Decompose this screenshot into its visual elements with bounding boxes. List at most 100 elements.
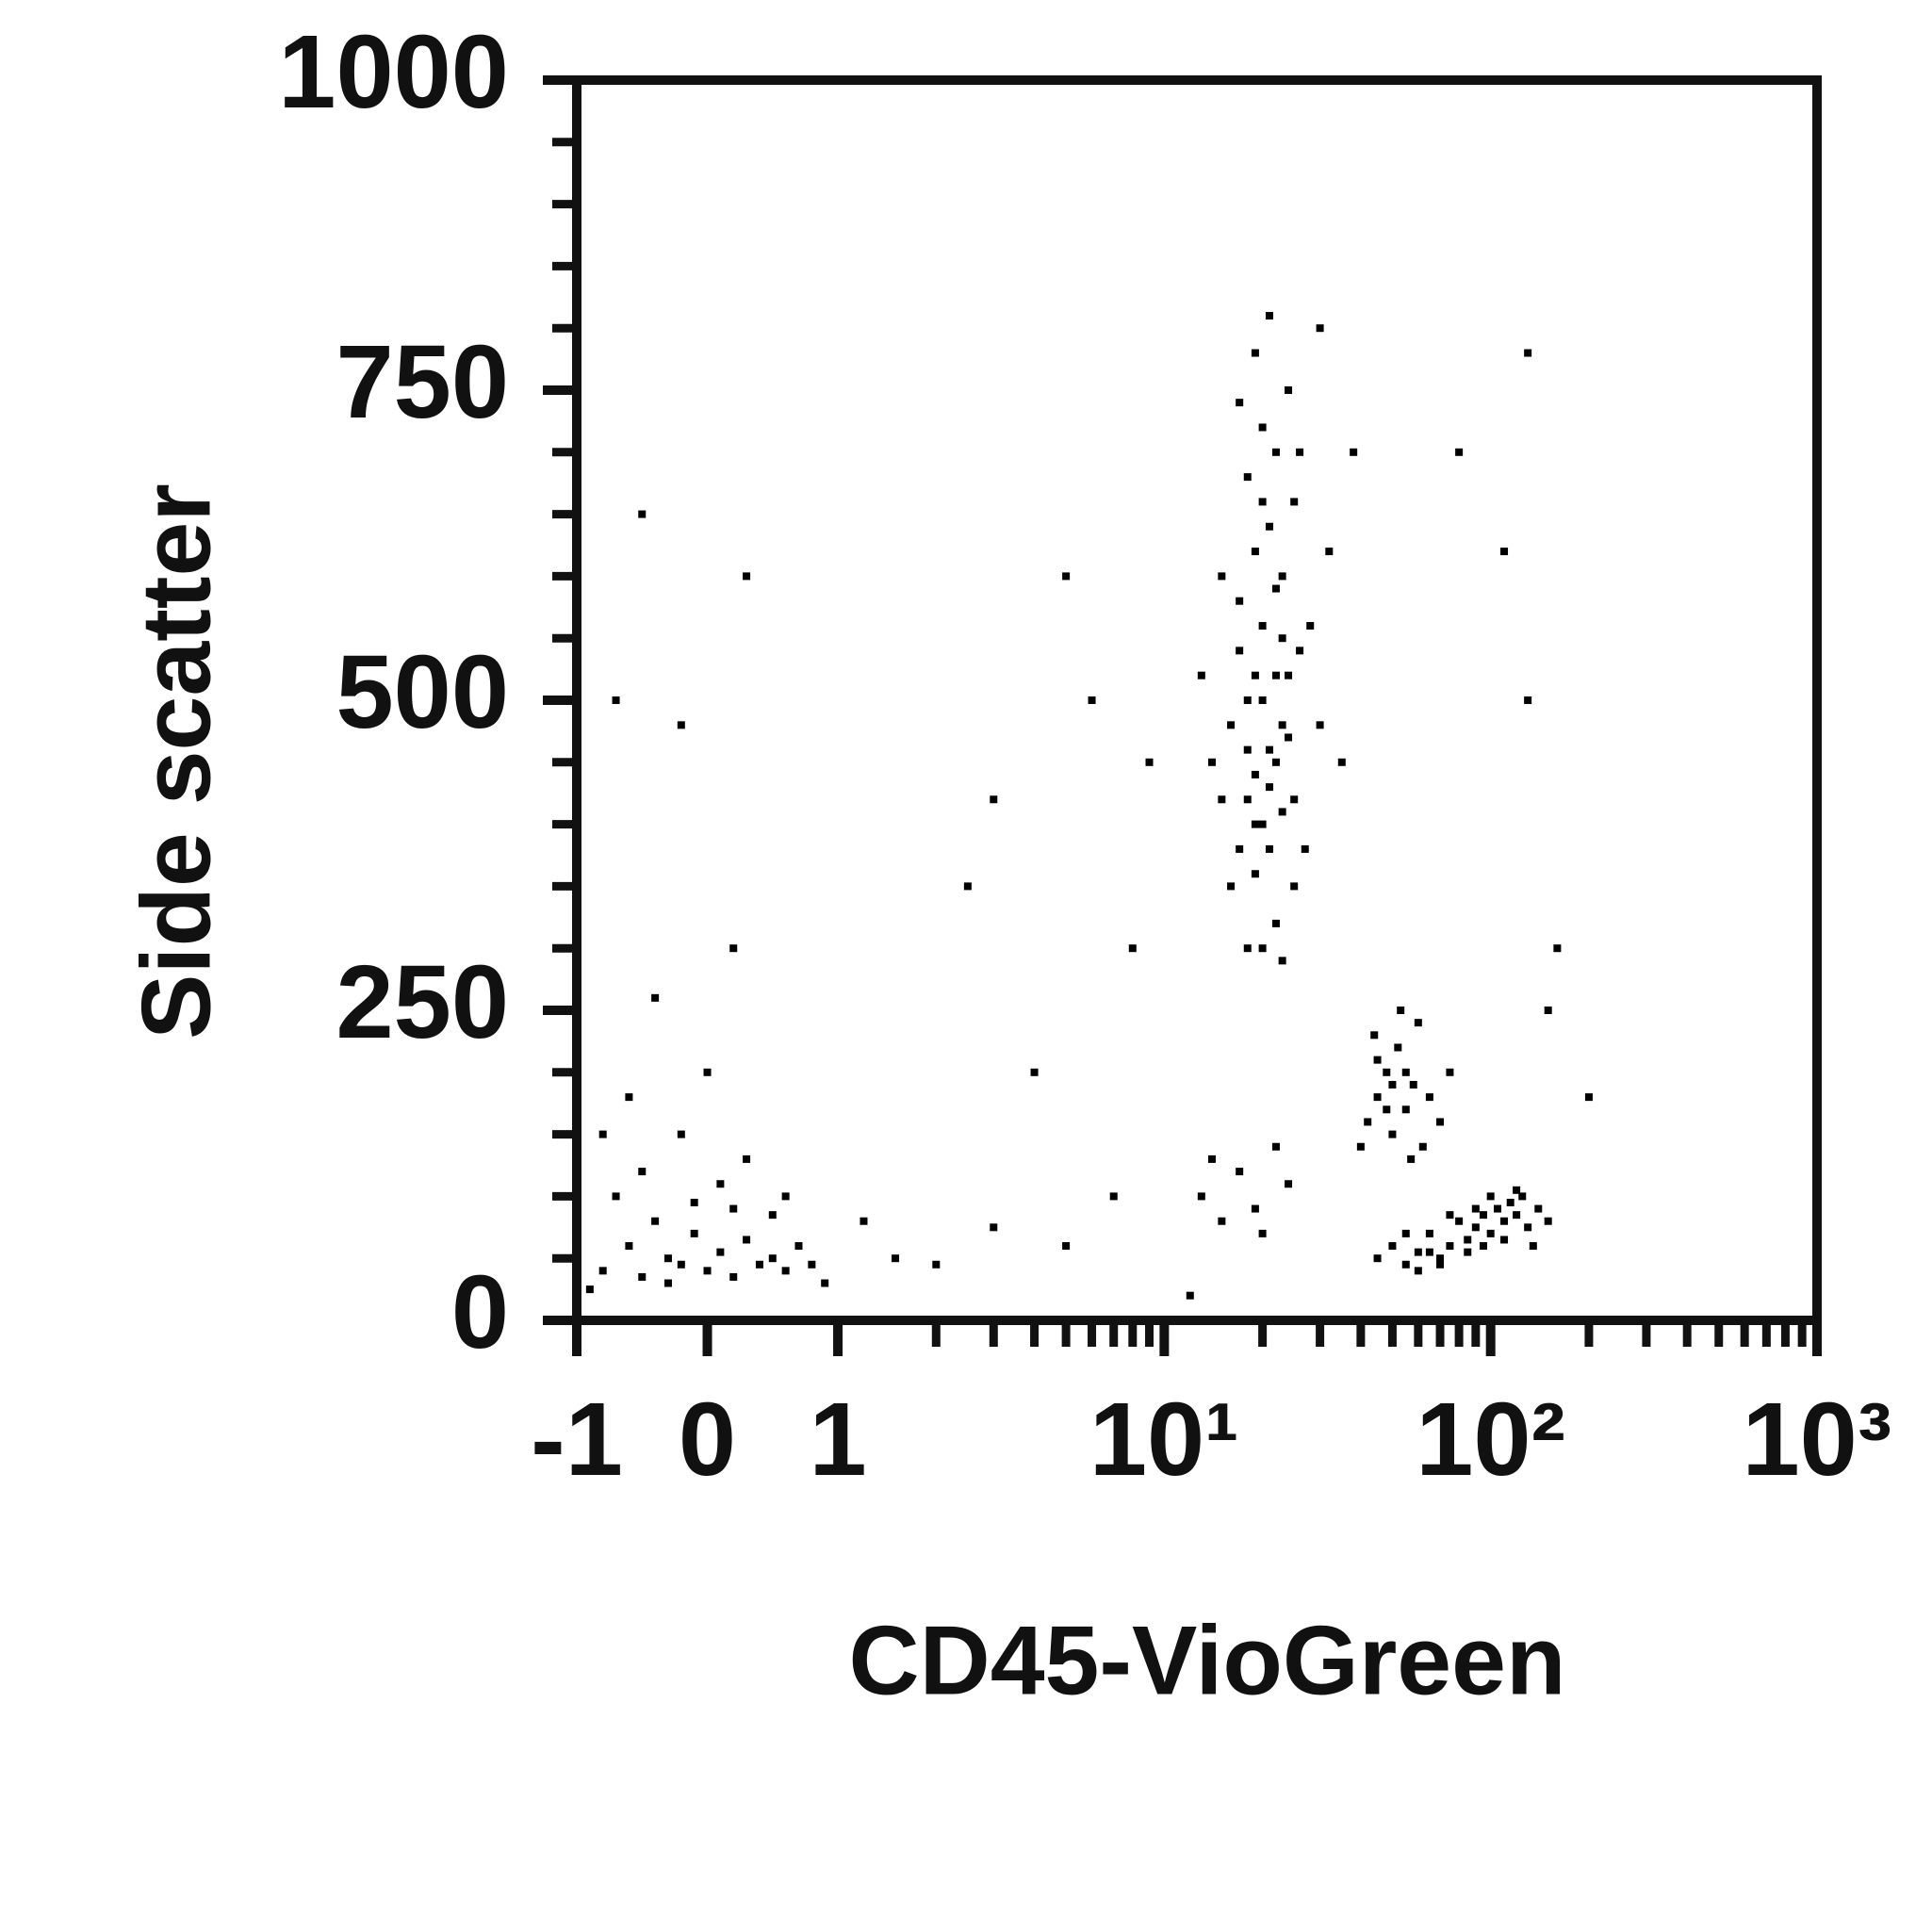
point <box>690 1229 698 1237</box>
point <box>1584 1093 1593 1102</box>
point <box>1436 1118 1445 1126</box>
point <box>1401 1105 1410 1114</box>
point <box>1529 1242 1537 1251</box>
y-tick-label: 250 <box>336 944 509 1060</box>
point <box>1446 1211 1454 1220</box>
point <box>1218 572 1226 581</box>
x-tick-label: 10³ <box>1743 1382 1892 1498</box>
point <box>1479 1211 1487 1220</box>
point <box>1383 1105 1391 1114</box>
point <box>860 1217 868 1225</box>
point <box>1316 721 1324 729</box>
point <box>1350 448 1358 456</box>
point <box>1414 1267 1422 1275</box>
point <box>1409 1080 1417 1089</box>
point <box>729 1204 738 1213</box>
point <box>1401 1260 1410 1269</box>
point <box>1278 572 1286 581</box>
point <box>1325 548 1334 556</box>
point <box>663 1254 672 1263</box>
point <box>1370 1031 1379 1040</box>
point <box>651 1217 660 1225</box>
point <box>1513 1211 1521 1220</box>
point <box>1145 758 1154 766</box>
x-tick-label: 1 <box>809 1382 866 1498</box>
point <box>892 1254 900 1263</box>
point <box>1534 1204 1543 1213</box>
point <box>1243 696 1252 704</box>
y-tick-label: 750 <box>336 324 509 440</box>
point <box>1243 944 1252 953</box>
point <box>1278 721 1286 729</box>
point <box>743 572 751 581</box>
y-tick-label: 500 <box>336 634 509 750</box>
point <box>1258 498 1267 506</box>
point <box>598 1130 607 1138</box>
point <box>1285 386 1293 394</box>
point <box>781 1192 790 1201</box>
point <box>612 696 620 704</box>
point <box>1265 745 1273 754</box>
x-tick-label: 10¹ <box>1089 1382 1239 1498</box>
point <box>755 1260 763 1269</box>
point <box>1271 584 1280 593</box>
point <box>1243 745 1252 754</box>
x-axis-title: CD45-VioGreen <box>848 1606 1565 1715</box>
point <box>729 1272 738 1281</box>
point <box>1109 1192 1118 1201</box>
point <box>1258 1229 1267 1237</box>
point <box>1364 1118 1372 1126</box>
point <box>703 1068 712 1076</box>
point <box>1464 1248 1472 1256</box>
point <box>1296 647 1304 655</box>
point <box>1316 324 1324 333</box>
point <box>651 993 660 1002</box>
point <box>1296 448 1304 456</box>
point <box>1524 1223 1532 1232</box>
point <box>1251 1204 1259 1213</box>
point <box>1306 622 1315 630</box>
point <box>1290 795 1299 804</box>
point <box>1513 1186 1521 1194</box>
point <box>1425 1229 1433 1237</box>
point <box>1271 671 1280 679</box>
point <box>625 1242 633 1251</box>
point <box>677 1130 685 1138</box>
point <box>821 1279 829 1287</box>
point <box>1278 808 1286 816</box>
point <box>1544 1217 1552 1225</box>
point <box>768 1254 777 1263</box>
point <box>1218 795 1226 804</box>
point <box>1128 944 1137 953</box>
point <box>1285 671 1293 679</box>
point <box>1553 944 1562 953</box>
point <box>612 1192 620 1201</box>
point <box>585 1285 594 1294</box>
x-tick-label: 0 <box>679 1382 736 1498</box>
point <box>1455 1217 1464 1225</box>
point <box>1401 1068 1410 1076</box>
point <box>1236 399 1244 407</box>
point <box>932 1260 941 1269</box>
point <box>716 1180 725 1188</box>
point <box>1243 795 1252 804</box>
point <box>1455 448 1464 456</box>
point <box>1425 1093 1433 1102</box>
point <box>1258 820 1267 828</box>
point <box>1207 758 1216 766</box>
point <box>677 1260 685 1269</box>
point <box>1337 758 1346 766</box>
point <box>1388 1130 1397 1138</box>
point <box>1388 1242 1397 1251</box>
point <box>1265 312 1273 320</box>
point <box>808 1260 816 1269</box>
point <box>1258 622 1267 630</box>
point <box>1258 696 1267 704</box>
point <box>1414 1019 1422 1027</box>
point <box>1518 1192 1527 1201</box>
point <box>1271 448 1280 456</box>
point <box>1373 1093 1382 1102</box>
point <box>1265 844 1273 853</box>
point <box>1278 634 1286 643</box>
